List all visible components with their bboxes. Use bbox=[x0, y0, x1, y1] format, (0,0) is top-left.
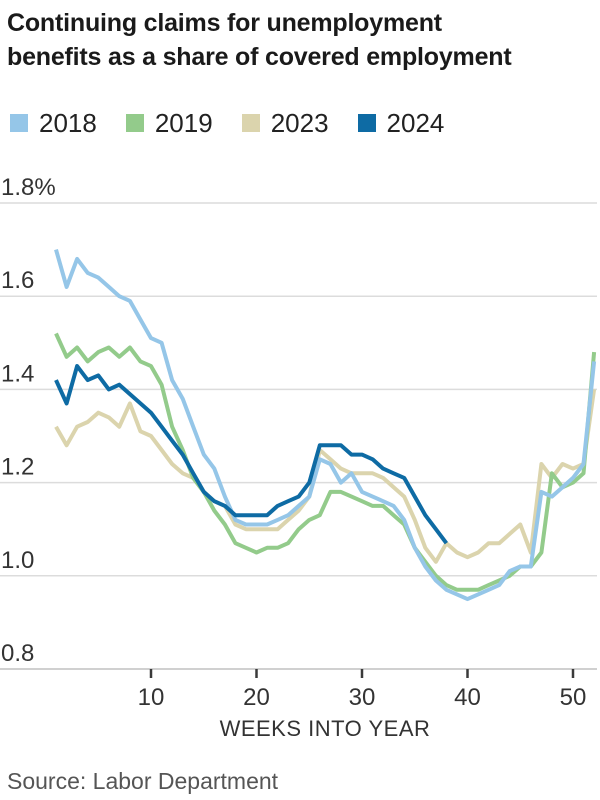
legend-swatch-2018 bbox=[10, 114, 28, 132]
legend-item-2023: 2023 bbox=[241, 108, 329, 138]
legend-label: 2023 bbox=[270, 108, 329, 138]
x-tick-label: 50 bbox=[560, 684, 587, 711]
chart-title-line2: benefits as a share of covered employmen… bbox=[7, 43, 512, 71]
legend-swatch-2023 bbox=[241, 114, 260, 132]
y-axis-label: 1.8% bbox=[1, 174, 56, 201]
y-axis-label: 1.4 bbox=[1, 360, 34, 387]
chart-title-line1: Continuing claims for unemployment bbox=[7, 9, 442, 37]
legend-swatch-2019 bbox=[125, 114, 144, 132]
y-axis-label: 1.2 bbox=[1, 454, 34, 481]
x-tick-label: 10 bbox=[138, 684, 165, 711]
legend-item-2024: 2024 bbox=[357, 108, 445, 138]
y-axis-label: 0.8 bbox=[1, 640, 34, 667]
legend-item-2019: 2019 bbox=[125, 108, 213, 138]
x-tick-label: 40 bbox=[454, 684, 481, 711]
legend-item-2018: 2018 bbox=[10, 110, 97, 136]
legend: 2018 2019 2023 2024 bbox=[10, 110, 444, 136]
series-line-2018 bbox=[54, 249, 597, 602]
legend-label: 2024 bbox=[386, 108, 445, 138]
x-tick-label: 30 bbox=[349, 684, 376, 711]
x-tick-label: 20 bbox=[243, 684, 270, 711]
series-line-2024 bbox=[54, 364, 448, 545]
x-axis-title: WEEKS INTO YEAR bbox=[219, 716, 431, 741]
legend-label: 2019 bbox=[154, 108, 213, 138]
series-line-2023 bbox=[54, 389, 597, 564]
y-axis-label: 1.0 bbox=[1, 547, 34, 574]
source-note: Source: Labor Department bbox=[7, 768, 279, 794]
legend-swatch-2024 bbox=[357, 114, 376, 132]
y-axis-label: 1.6 bbox=[1, 267, 34, 294]
chart-title: Continuing claims for unemployment benef… bbox=[7, 6, 593, 74]
legend-label: 2018 bbox=[39, 108, 97, 138]
